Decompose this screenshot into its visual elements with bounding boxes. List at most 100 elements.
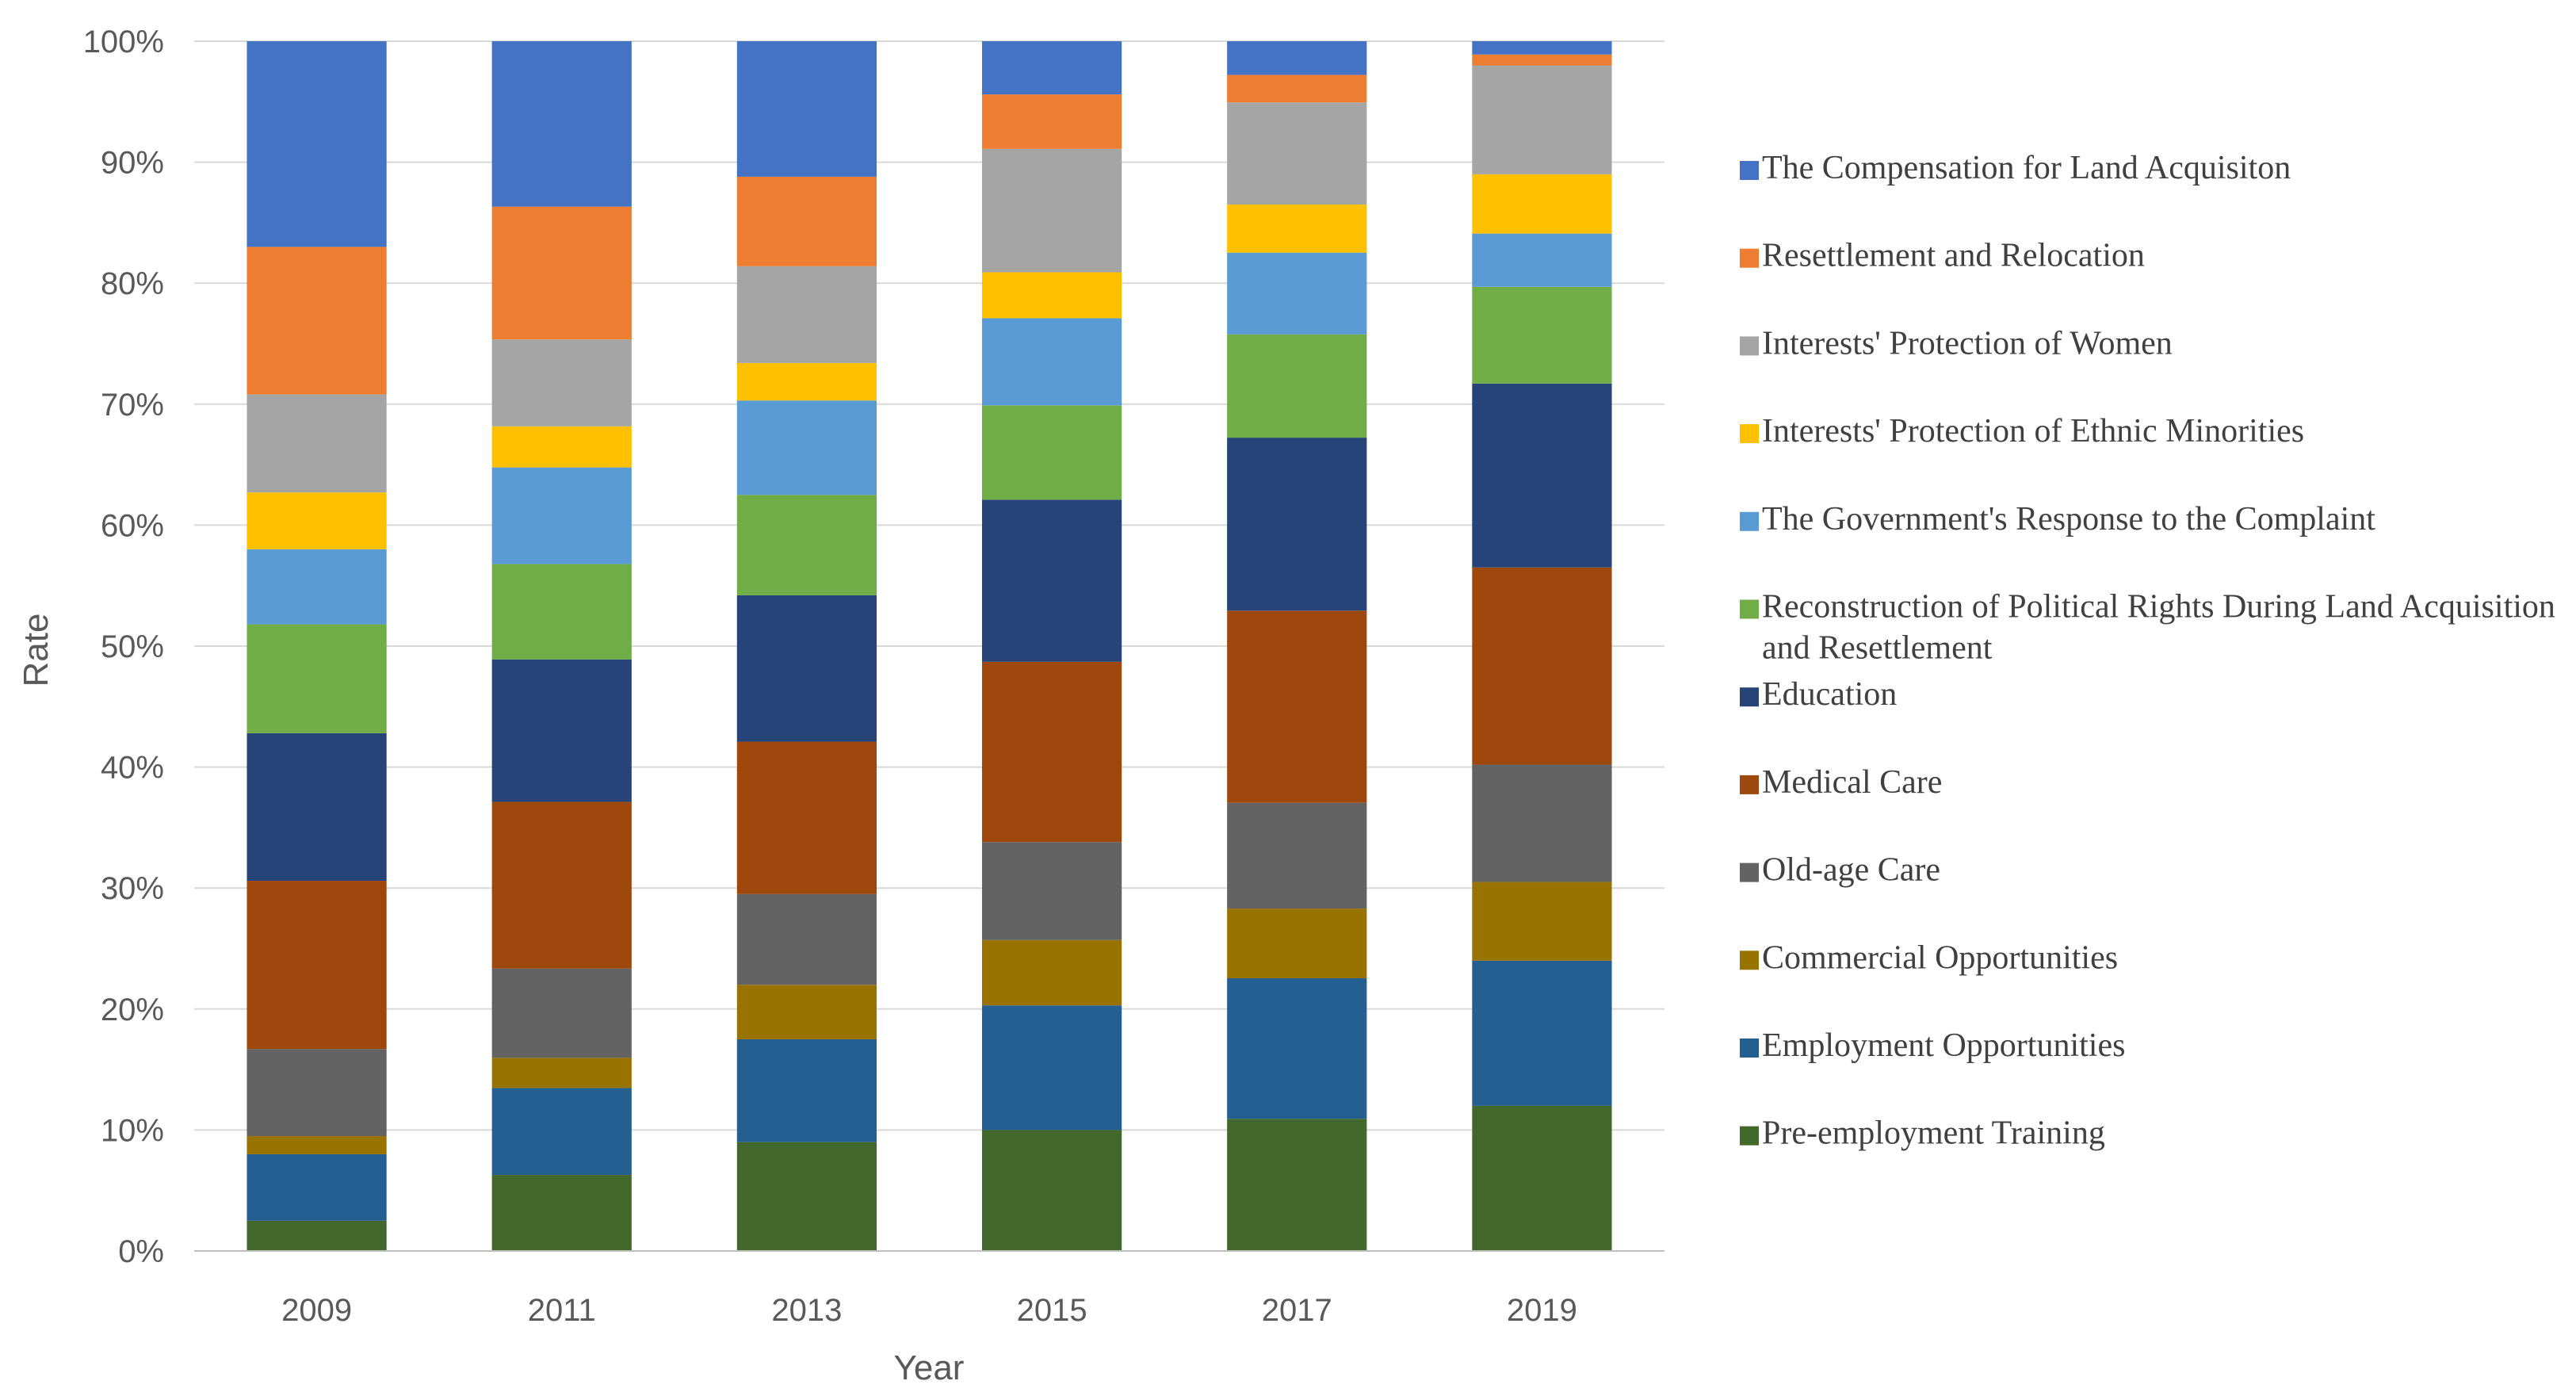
y-tick-label: 40% bbox=[101, 751, 164, 786]
bar-segment bbox=[736, 1142, 877, 1251]
x-tick-label: 2011 bbox=[528, 1293, 596, 1328]
bar-stack-2015 bbox=[981, 41, 1122, 1251]
legend-item: Interests' Protection of Women bbox=[1740, 325, 2173, 361]
bar-stacks bbox=[247, 41, 1612, 1251]
bar-stack-2009 bbox=[247, 41, 387, 1251]
legend-swatch bbox=[1740, 599, 1759, 619]
bar-segment bbox=[247, 881, 387, 1050]
legend-swatch bbox=[1740, 863, 1759, 882]
bar-stack-2013 bbox=[736, 41, 877, 1251]
bar-segment bbox=[736, 741, 877, 894]
bar-segment bbox=[981, 1130, 1122, 1251]
legend-swatch bbox=[1740, 775, 1759, 794]
bar-segment bbox=[981, 842, 1122, 940]
legend-item: Reconstruction of Political Rights Durin… bbox=[1740, 589, 2555, 667]
legend-swatch bbox=[1740, 687, 1759, 707]
bar-segment bbox=[1227, 978, 1367, 1119]
bar-segment bbox=[247, 41, 387, 247]
bar-segment bbox=[981, 939, 1122, 1006]
x-tick-label: 2013 bbox=[771, 1293, 842, 1328]
x-tick-label: 2009 bbox=[281, 1293, 352, 1328]
legend-label: Resettlement and Relocation bbox=[1762, 238, 2145, 274]
bar-segment bbox=[491, 659, 632, 802]
axes: 0% 10% 20% 30% 40% 50% 60% 70% 80% 90% 100% 2009 201… bbox=[83, 25, 1664, 1328]
legend-swatch bbox=[1740, 1039, 1759, 1058]
bar-segment bbox=[491, 801, 632, 969]
bar-segment bbox=[1472, 286, 1612, 384]
legend-swatch bbox=[1740, 248, 1759, 268]
legend-item: Education bbox=[1740, 676, 1897, 713]
bar-segment bbox=[1472, 567, 1612, 765]
bar-segment bbox=[1472, 233, 1612, 287]
legend-item: The Compensation for Land Acquisiton bbox=[1740, 150, 2291, 186]
legend-item: Commercial Opportunities bbox=[1740, 939, 2118, 976]
y-tick-label: 60% bbox=[101, 508, 164, 543]
bar-segment bbox=[491, 564, 632, 660]
bar-segment bbox=[736, 362, 877, 401]
bar-segment bbox=[1472, 174, 1612, 234]
bar-segment bbox=[1227, 41, 1367, 75]
bar-stack-2019 bbox=[1472, 41, 1612, 1251]
legend-item: Medical Care bbox=[1740, 764, 1942, 801]
legend-label: The Compensation for Land Acquisiton bbox=[1762, 150, 2291, 186]
bar-segment bbox=[1472, 882, 1612, 961]
bar-segment bbox=[736, 595, 877, 742]
bar-segment bbox=[1227, 102, 1367, 205]
legend-label: and Resettlement bbox=[1762, 630, 1993, 667]
legend-label: Interests' Protection of Ethnic Minoriti… bbox=[1762, 413, 2304, 449]
bar-segment bbox=[736, 266, 877, 363]
y-tick-label: 90% bbox=[101, 146, 164, 181]
legend-swatch bbox=[1740, 511, 1759, 531]
bar-segment bbox=[981, 148, 1122, 273]
bar-segment bbox=[1227, 1119, 1367, 1251]
bar-segment bbox=[1227, 438, 1367, 611]
legend-swatch bbox=[1740, 951, 1759, 970]
y-tick-label: 0% bbox=[118, 1234, 164, 1269]
x-tick-label: 2015 bbox=[1017, 1293, 1087, 1328]
bar-segment bbox=[247, 624, 387, 733]
y-tick-label: 100% bbox=[83, 25, 164, 59]
bar-segment bbox=[491, 339, 632, 427]
bar-segment bbox=[491, 1175, 632, 1251]
y-tick-label: 30% bbox=[101, 871, 164, 906]
bar-segment bbox=[981, 94, 1122, 149]
bar-segment bbox=[1472, 383, 1612, 568]
bar-segment bbox=[247, 1136, 387, 1154]
legend-label: Pre-employment Training bbox=[1762, 1115, 2105, 1152]
bar-segment bbox=[247, 733, 387, 882]
bar-segment bbox=[491, 41, 632, 207]
bar-segment bbox=[981, 661, 1122, 843]
bar-segment bbox=[491, 467, 632, 564]
bar-segment bbox=[1472, 65, 1612, 174]
legend-swatch bbox=[1740, 424, 1759, 444]
y-tick-label: 10% bbox=[101, 1113, 164, 1148]
legend-swatch bbox=[1740, 161, 1759, 180]
legend-label: Employment Opportunities bbox=[1762, 1027, 2125, 1064]
x-tick-label: 2017 bbox=[1262, 1293, 1332, 1328]
bar-segment bbox=[247, 1220, 387, 1251]
bar-segment bbox=[491, 1088, 632, 1176]
legend-item: Pre-employment Training bbox=[1740, 1115, 2105, 1152]
bar-segment bbox=[1227, 334, 1367, 438]
bar-segment bbox=[247, 549, 387, 625]
legend-label: Interests' Protection of Women bbox=[1762, 325, 2173, 361]
bar-segment bbox=[491, 1058, 632, 1088]
bar-segment bbox=[981, 41, 1122, 95]
bar-stack-2017 bbox=[1227, 41, 1367, 1251]
bar-segment bbox=[247, 1049, 387, 1137]
y-tick-label: 50% bbox=[101, 629, 164, 664]
legend-item: The Government's Response to the Complai… bbox=[1740, 501, 2375, 537]
bar-segment bbox=[981, 318, 1122, 406]
bar-segment bbox=[1472, 960, 1612, 1106]
bar-segment bbox=[247, 247, 387, 395]
legend-label: Education bbox=[1762, 676, 1897, 713]
bar-segment bbox=[491, 426, 632, 468]
x-tick-label: 2019 bbox=[1507, 1293, 1577, 1328]
bar-segment bbox=[1227, 610, 1367, 803]
bar-segment bbox=[736, 1039, 877, 1142]
bar-segment bbox=[247, 492, 387, 549]
legend-label: Old-age Care bbox=[1762, 852, 1940, 889]
bar-segment bbox=[491, 968, 632, 1058]
bar-segment bbox=[1472, 1105, 1612, 1251]
